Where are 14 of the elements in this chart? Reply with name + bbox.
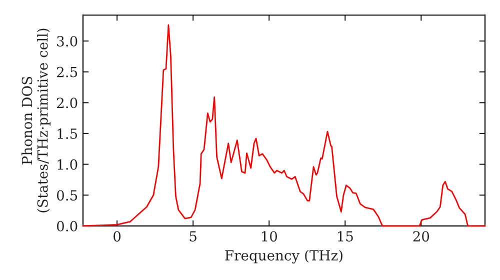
- x-tick-label: 10: [262, 231, 278, 242]
- y-tick-label: 1.5: [58, 128, 78, 139]
- x-tick-label: 15: [338, 231, 353, 242]
- x-axis-title: Frequency (THz): [225, 250, 342, 264]
- x-tick-label: 0: [114, 231, 121, 242]
- x-tick-label: 20: [413, 231, 430, 242]
- y-tick-label: 1.0: [58, 159, 78, 170]
- x-tick-label: 5: [190, 231, 196, 242]
- y-tick-label: 3.0: [57, 36, 78, 46]
- y-axis-title: Phonon DOS (States/THz·primitive cell): [22, 28, 50, 212]
- y-tick-label: 2.0: [56, 98, 78, 108]
- y-tick-label: 2.5: [56, 66, 78, 78]
- y-tick-label: 0.0: [56, 220, 78, 232]
- y-tick-label: 0.5: [56, 190, 78, 201]
